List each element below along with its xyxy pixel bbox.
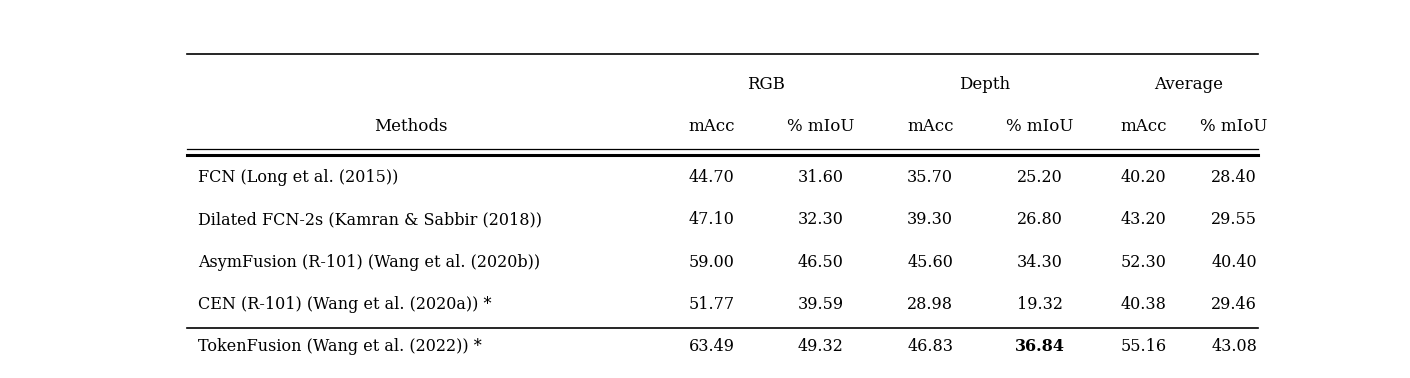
Text: 49.32: 49.32 — [798, 338, 845, 355]
Text: 28.98: 28.98 — [907, 296, 953, 313]
Text: mAcc: mAcc — [907, 118, 953, 135]
Text: 47.10: 47.10 — [688, 212, 735, 228]
Text: 40.40: 40.40 — [1211, 254, 1256, 271]
Text: 25.20: 25.20 — [1017, 169, 1062, 186]
Text: 46.50: 46.50 — [798, 254, 845, 271]
Text: 31.60: 31.60 — [798, 169, 845, 186]
Text: mAcc: mAcc — [688, 118, 735, 135]
Text: mAcc: mAcc — [1120, 118, 1166, 135]
Text: Average: Average — [1153, 76, 1222, 93]
Text: 46.83: 46.83 — [907, 338, 953, 355]
Text: % mIoU: % mIoU — [787, 118, 854, 135]
Text: 19.32: 19.32 — [1017, 296, 1063, 313]
Text: 35.70: 35.70 — [907, 169, 953, 186]
Text: CEN (R-101) (Wang et al. (2020a)) *: CEN (R-101) (Wang et al. (2020a)) * — [197, 296, 492, 313]
Text: Depth: Depth — [959, 76, 1011, 93]
Text: % mIoU: % mIoU — [1200, 118, 1268, 135]
Text: 59.00: 59.00 — [688, 254, 735, 271]
Text: AsymFusion (R-101) (Wang et al. (2020b)): AsymFusion (R-101) (Wang et al. (2020b)) — [197, 254, 540, 271]
Text: 28.40: 28.40 — [1211, 169, 1256, 186]
Text: 63.49: 63.49 — [688, 338, 735, 355]
Text: 52.30: 52.30 — [1121, 254, 1166, 271]
Text: 29.55: 29.55 — [1211, 212, 1258, 228]
Text: 34.30: 34.30 — [1017, 254, 1063, 271]
Text: 36.84: 36.84 — [1015, 338, 1065, 355]
Text: RGB: RGB — [747, 76, 785, 93]
Text: 51.77: 51.77 — [688, 296, 735, 313]
Text: 44.70: 44.70 — [689, 169, 735, 186]
Text: 43.08: 43.08 — [1211, 338, 1256, 355]
Text: 29.46: 29.46 — [1211, 296, 1256, 313]
Text: 43.20: 43.20 — [1121, 212, 1166, 228]
Text: 39.30: 39.30 — [907, 212, 953, 228]
Text: 32.30: 32.30 — [798, 212, 845, 228]
Text: 40.38: 40.38 — [1121, 296, 1166, 313]
Text: 55.16: 55.16 — [1121, 338, 1166, 355]
Text: 45.60: 45.60 — [907, 254, 953, 271]
Text: Methods: Methods — [375, 118, 448, 135]
Text: 26.80: 26.80 — [1017, 212, 1063, 228]
Text: TokenFusion (Wang et al. (2022)) *: TokenFusion (Wang et al. (2022)) * — [197, 338, 482, 355]
Text: 40.20: 40.20 — [1121, 169, 1166, 186]
Text: FCN (Long et al. (2015)): FCN (Long et al. (2015)) — [197, 169, 399, 186]
Text: Dilated FCN-2s (Kamran & Sabbir (2018)): Dilated FCN-2s (Kamran & Sabbir (2018)) — [197, 212, 541, 228]
Text: % mIoU: % mIoU — [1005, 118, 1073, 135]
Text: 39.59: 39.59 — [798, 296, 845, 313]
